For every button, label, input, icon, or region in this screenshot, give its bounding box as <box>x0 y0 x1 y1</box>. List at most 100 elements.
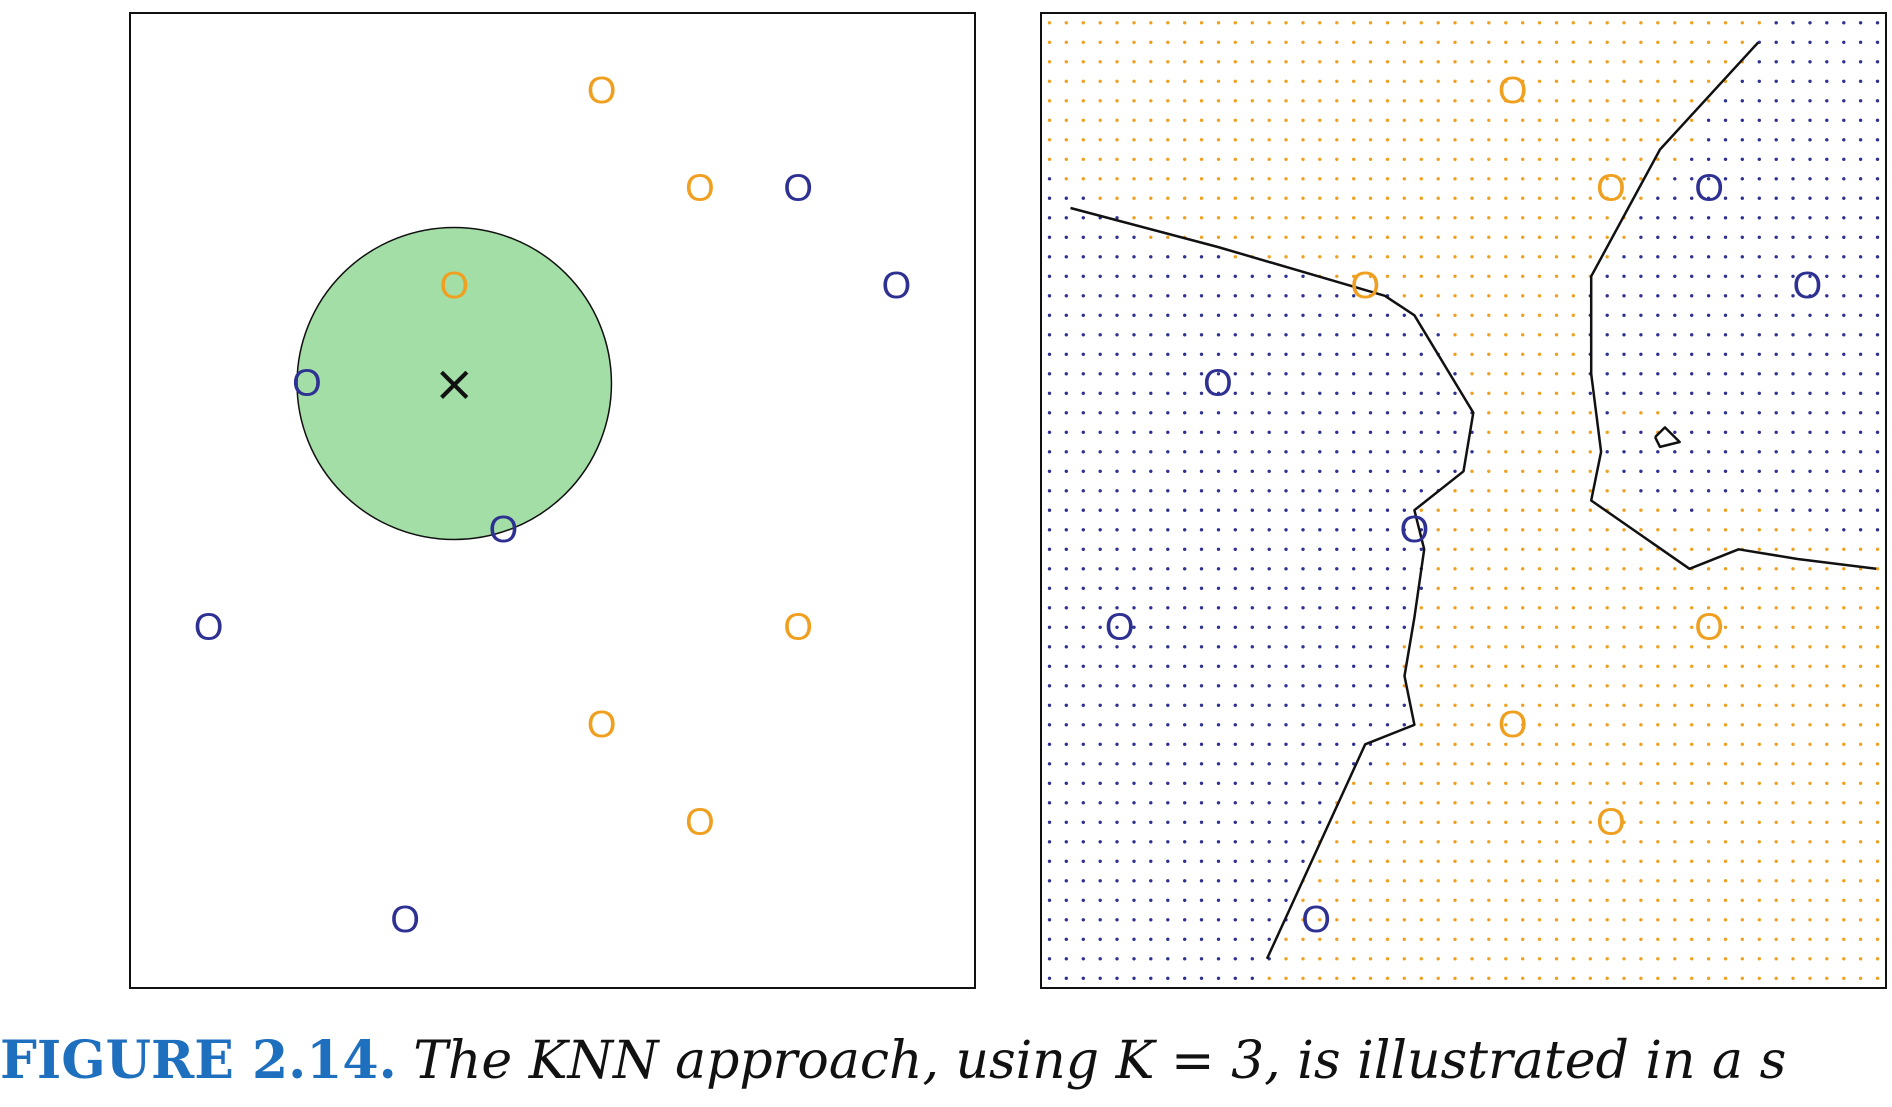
grid-dot-blue <box>1301 352 1305 356</box>
grid-dot-blue <box>1081 820 1086 824</box>
grid-dot-orange <box>1419 898 1424 902</box>
grid-dot-blue <box>1453 430 1457 434</box>
grid-dot-orange <box>1571 586 1576 590</box>
grid-dot-orange <box>1605 781 1609 785</box>
grid-dot-orange <box>1791 801 1795 805</box>
grid-dot-blue <box>1284 333 1288 337</box>
grid-dot-orange <box>1504 703 1508 707</box>
grid-dot-blue <box>1149 840 1153 844</box>
grid-dot-orange <box>1740 586 1745 590</box>
grid-dot-orange <box>1622 118 1626 123</box>
grid-dot-orange <box>1081 157 1086 161</box>
grid-dot-orange <box>1639 723 1643 727</box>
grid-dot-blue <box>1250 567 1255 571</box>
grid-dot-orange <box>1385 21 1390 25</box>
grid-dot-blue <box>1352 430 1356 434</box>
grid-dot-orange <box>1537 567 1542 571</box>
grid-dot-orange <box>1588 645 1593 649</box>
grid-dot-orange <box>1571 742 1576 746</box>
grid-dot-orange <box>1571 664 1576 668</box>
grid-dot-blue <box>1081 391 1086 395</box>
grid-dot-orange <box>1774 840 1778 844</box>
grid-dot-orange <box>1842 762 1846 766</box>
grid-dot-blue <box>1233 976 1238 980</box>
grid-dot-blue <box>1385 606 1390 610</box>
grid-dot-orange <box>1757 664 1762 668</box>
grid-dot-orange <box>1842 567 1846 571</box>
grid-dot-blue <box>1842 411 1846 415</box>
grid-dot-blue <box>1301 703 1305 707</box>
grid-dot-blue <box>1081 684 1086 688</box>
grid-dot-blue <box>1115 411 1119 415</box>
grid-dot-orange <box>1639 742 1643 746</box>
grid-dot-orange <box>1757 840 1762 844</box>
grid-dot-blue <box>1132 664 1136 668</box>
grid-dot-blue <box>1368 469 1373 473</box>
grid-dot-orange <box>1402 820 1407 824</box>
grid-dot-blue <box>1301 450 1305 454</box>
grid-dot-orange <box>1673 118 1677 123</box>
grid-dot-blue <box>1250 411 1255 415</box>
grid-dot-blue <box>1301 372 1305 376</box>
grid-dot-blue <box>1166 801 1170 805</box>
grid-dot-orange <box>1808 840 1812 844</box>
grid-dot-orange <box>1690 664 1694 668</box>
grid-dot-blue <box>1639 469 1643 473</box>
grid-dot-orange <box>1588 216 1593 220</box>
grid-dot-blue <box>1825 138 1829 142</box>
grid-dot-blue <box>1267 450 1271 454</box>
grid-dot-orange <box>1318 957 1322 961</box>
grid-dot-orange <box>1554 937 1559 941</box>
grid-dot-orange <box>1774 567 1778 571</box>
grid-dot-blue <box>1453 391 1457 395</box>
grid-dot-orange <box>1436 781 1440 785</box>
grid-dot-blue <box>1673 489 1677 493</box>
grid-dot-orange <box>1723 820 1728 824</box>
grid-dot-orange <box>1402 40 1407 44</box>
grid-dot-orange <box>1098 79 1102 84</box>
neighborhood-circle <box>296 226 613 541</box>
grid-dot-orange <box>1419 859 1424 863</box>
grid-dot-blue <box>1825 489 1829 493</box>
grid-dot-blue <box>1183 664 1187 668</box>
grid-dot-orange <box>1267 118 1271 123</box>
grid-dot-orange <box>1690 879 1694 883</box>
grid-dot-blue <box>1368 586 1373 590</box>
grid-dot-blue <box>1825 177 1829 181</box>
grid-dot-blue <box>1047 313 1052 317</box>
grid-dot-orange <box>1605 820 1609 824</box>
grid-dot-orange <box>1588 235 1593 239</box>
grid-dot-blue <box>1622 430 1626 434</box>
grid-dot-blue <box>1774 79 1778 84</box>
grid-dot-orange <box>1656 625 1660 629</box>
grid-dot-blue <box>1267 294 1271 298</box>
grid-dot-blue <box>1673 177 1677 181</box>
grid-dot-orange <box>1166 60 1170 64</box>
grid-dot-orange <box>1352 976 1356 980</box>
grid-dot-orange <box>1419 196 1424 200</box>
grid-dot-orange <box>1284 976 1288 980</box>
grid-dot-blue <box>1250 976 1255 980</box>
grid-dot-blue <box>1064 528 1069 532</box>
grid-dot-blue <box>1047 489 1052 493</box>
grid-dot-orange <box>1622 664 1626 668</box>
grid-dot-blue <box>1385 703 1390 707</box>
grid-dot-orange <box>1706 762 1711 766</box>
grid-dot-blue <box>1233 450 1238 454</box>
grid-dot-orange <box>1487 411 1491 415</box>
grid-dot-orange <box>1470 157 1474 161</box>
grid-dot-orange <box>1470 21 1474 25</box>
grid-dot-blue <box>1132 703 1136 707</box>
grid-dot-blue <box>1233 567 1238 571</box>
grid-dot-orange <box>1656 138 1660 142</box>
grid-dot-orange <box>1402 138 1407 142</box>
grid-dot-orange <box>1453 723 1457 727</box>
grid-dot-orange <box>1352 21 1356 25</box>
grid-dot-blue <box>1825 274 1829 278</box>
grid-dot-orange <box>1875 937 1880 941</box>
grid-dot-blue <box>1774 216 1778 220</box>
grid-dot-blue <box>1267 606 1271 610</box>
grid-dot-orange <box>1706 99 1711 103</box>
grid-dot-blue <box>1723 255 1728 259</box>
grid-dot-orange <box>1419 99 1424 103</box>
